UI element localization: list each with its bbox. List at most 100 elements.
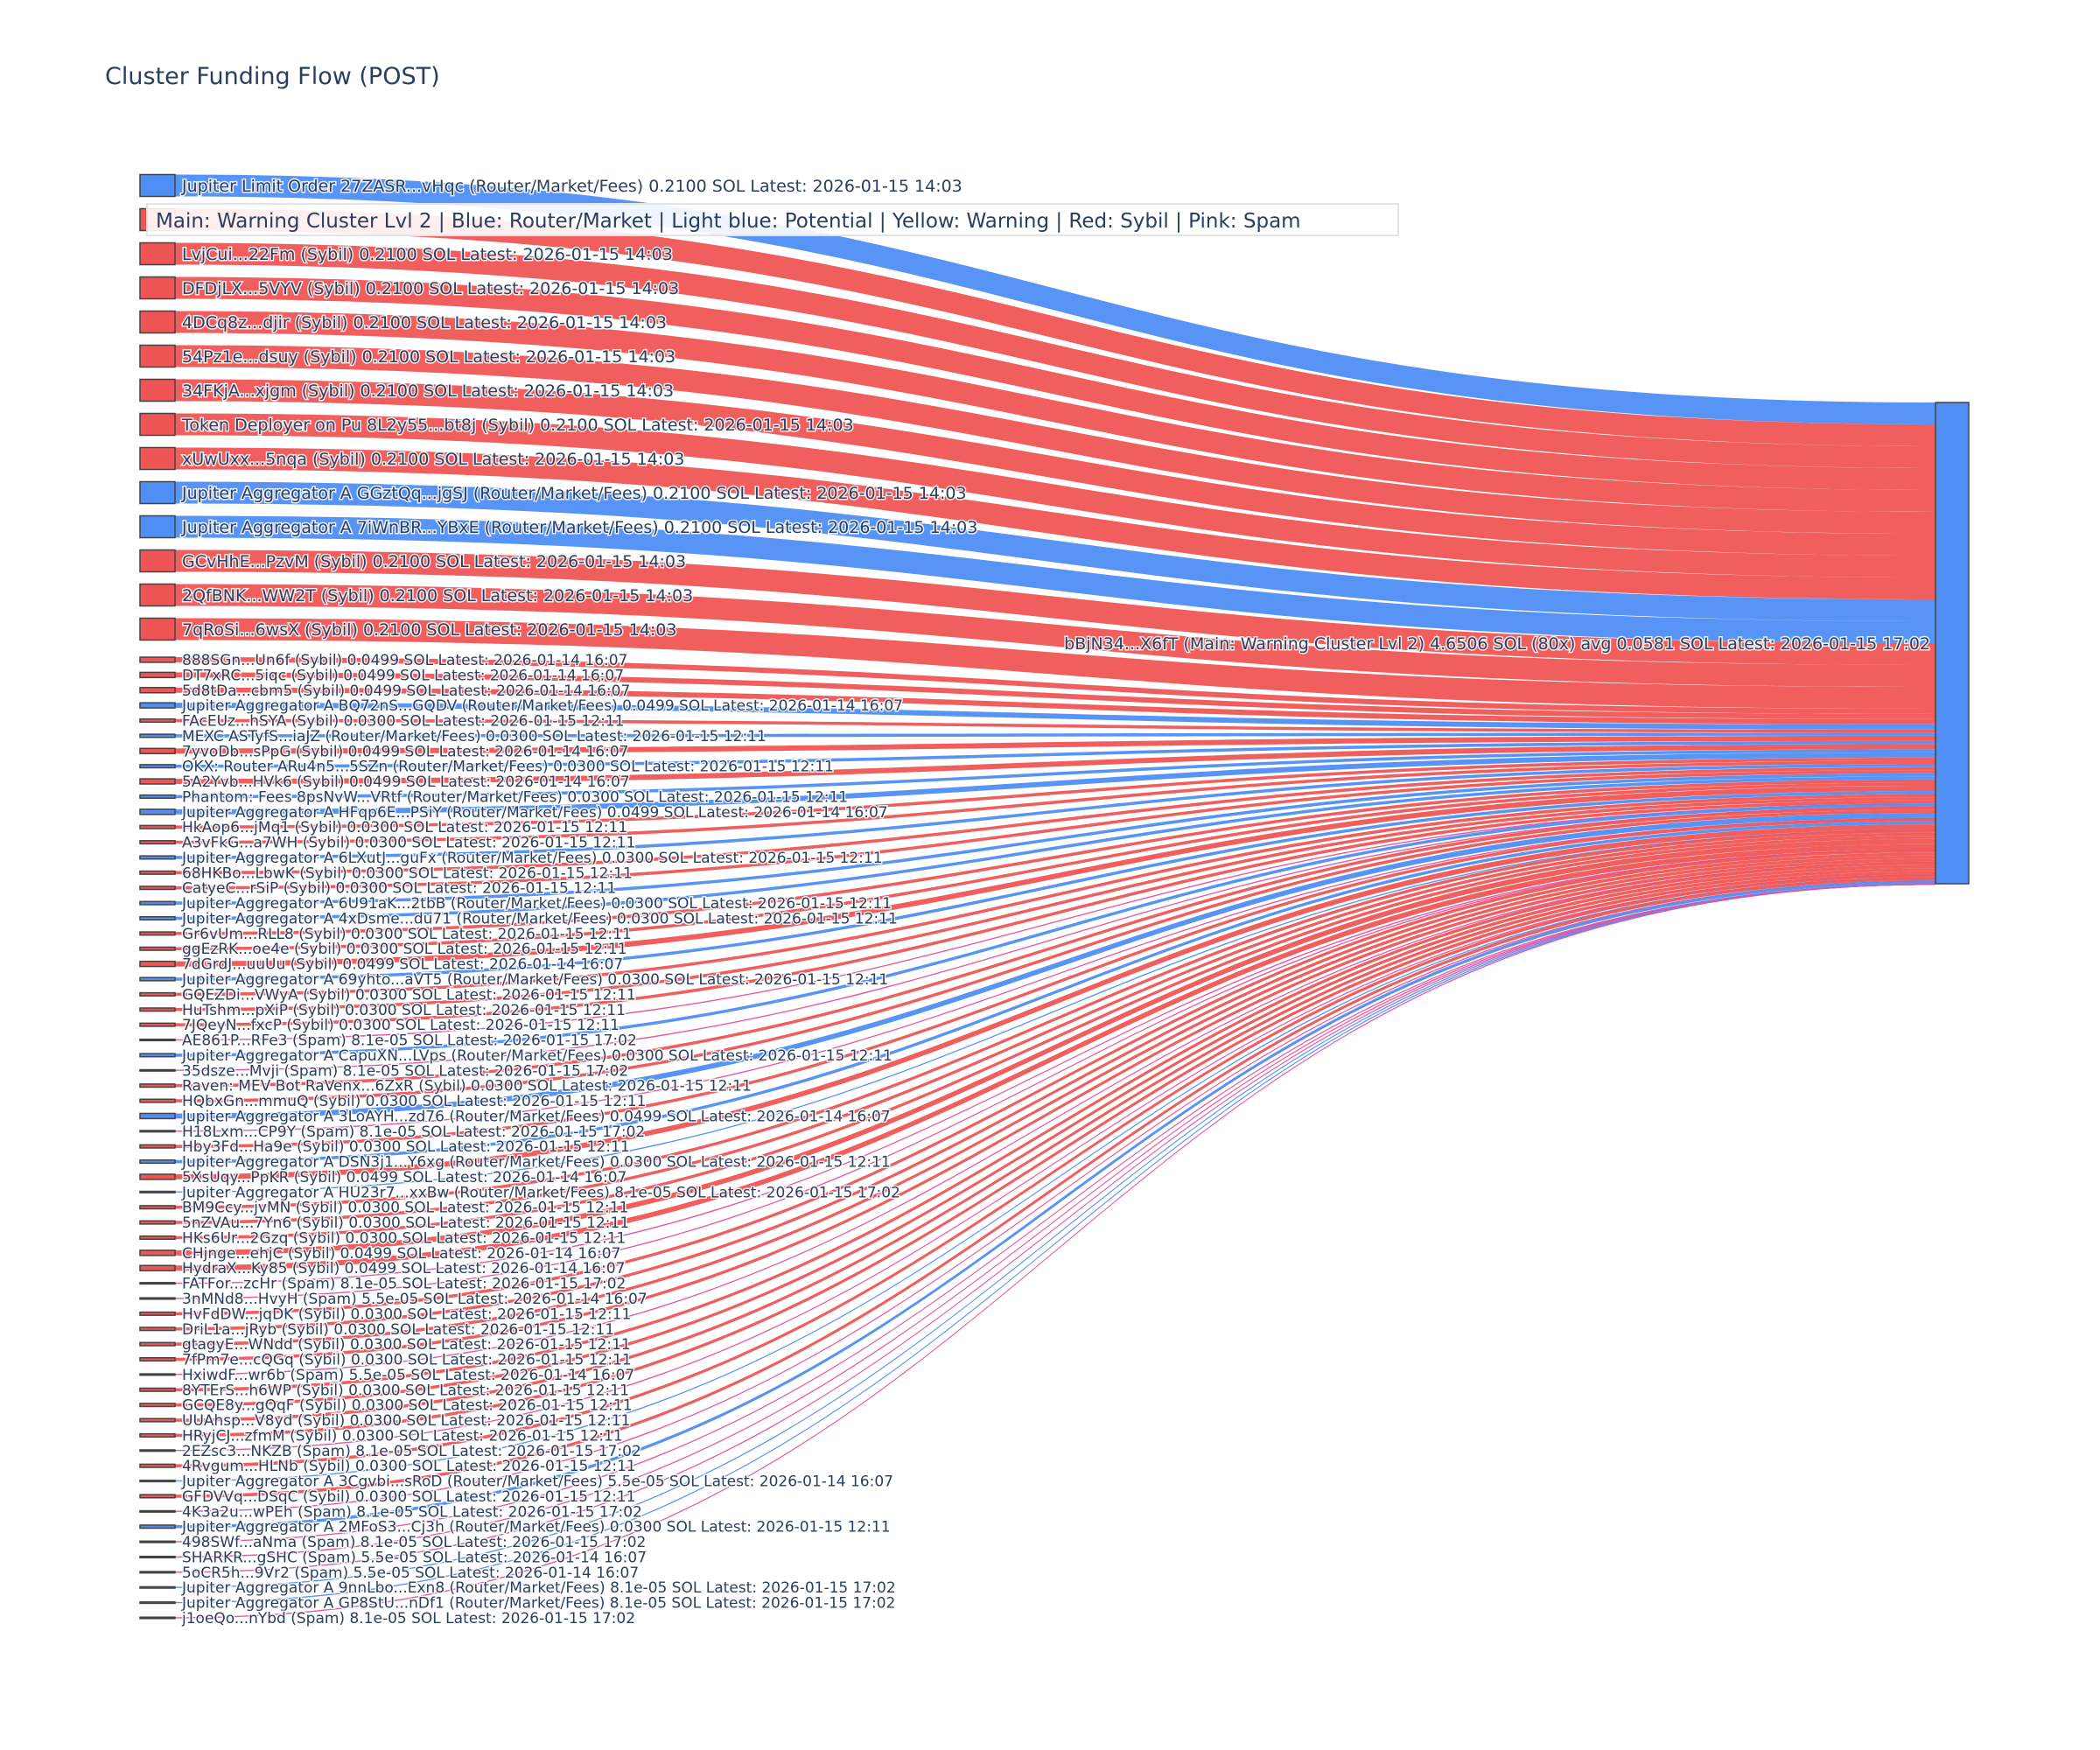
source-node[interactable] [139,1586,176,1589]
source-node[interactable] [139,1418,176,1423]
source-node[interactable] [139,514,176,539]
source-node[interactable] [139,1555,176,1559]
source-node[interactable] [139,870,176,875]
flow-link[interactable] [175,874,1936,1467]
flow-link[interactable] [175,782,1936,951]
flow-link[interactable] [175,800,1936,1026]
flow-link[interactable] [175,836,1936,1240]
flow-link[interactable] [175,773,1936,905]
flow-link[interactable] [175,760,1936,844]
source-node[interactable] [139,702,176,709]
source-node[interactable] [139,931,176,936]
source-node[interactable] [139,480,176,505]
source-node[interactable] [139,840,176,845]
source-node[interactable] [139,378,176,402]
flow-link[interactable] [175,883,1936,1588]
source-node[interactable] [139,1387,176,1392]
source-node[interactable] [139,991,176,997]
source-node[interactable] [139,1264,176,1271]
flow-link[interactable] [175,735,1936,754]
source-node[interactable] [139,1463,176,1468]
flow-link[interactable] [175,844,1936,1271]
flow-link[interactable] [175,752,1936,815]
flow-link[interactable] [175,618,1936,710]
source-node[interactable] [139,1311,176,1316]
flow-link[interactable] [175,481,1936,622]
flow-link[interactable] [175,657,1936,714]
source-node[interactable] [139,1159,176,1165]
source-node[interactable] [139,549,176,573]
flow-link[interactable] [175,703,1936,730]
flow-link[interactable] [175,786,1936,967]
source-node[interactable] [139,886,176,891]
source-node[interactable] [139,656,176,663]
source-node[interactable] [139,310,176,334]
source-node[interactable] [139,1083,176,1088]
flow-link[interactable] [175,849,1936,1299]
source-node[interactable] [139,1022,176,1027]
flow-link[interactable] [175,779,1936,935]
source-node[interactable] [139,1480,176,1483]
source-node[interactable] [139,1282,176,1285]
source-node[interactable] [139,583,176,607]
flow-link[interactable] [175,861,1936,1376]
flow-link[interactable] [175,790,1936,981]
source-node[interactable] [139,1205,176,1210]
source-node[interactable] [139,1432,176,1438]
source-node[interactable] [139,808,176,816]
flow-link[interactable] [175,849,1936,1284]
source-node[interactable] [139,1130,176,1133]
flow-link[interactable] [175,447,1936,600]
source-node[interactable] [139,671,176,679]
flow-link[interactable] [175,803,1936,1057]
source-node[interactable] [139,794,176,799]
flow-link[interactable] [175,208,1936,447]
source-node[interactable] [139,1250,176,1256]
source-node[interactable] [139,1112,176,1120]
flow-link[interactable] [175,776,1936,920]
flow-link[interactable] [175,883,1936,1558]
flow-link[interactable] [175,852,1936,1331]
flow-link[interactable] [175,832,1936,1224]
flow-link[interactable] [175,858,1936,1362]
flow-link[interactable] [175,877,1936,1482]
source-node[interactable] [139,1449,176,1452]
source-node[interactable] [139,976,176,982]
flow-link[interactable] [175,824,1936,1180]
flow-link[interactable] [175,550,1936,666]
source-node[interactable] [139,1571,176,1574]
flow-link[interactable] [175,855,1936,1346]
source-node[interactable] [139,1403,176,1408]
flow-link[interactable] [175,766,1936,875]
flow-link[interactable] [175,883,1936,1543]
source-node[interactable] [139,446,176,471]
source-node[interactable] [139,1524,176,1530]
source-node[interactable] [139,960,176,968]
flow-link[interactable] [175,880,1936,1512]
source-node[interactable] [139,1540,176,1544]
source-node[interactable] [139,1297,176,1300]
source-node[interactable] [139,687,176,694]
flow-link[interactable] [175,345,1936,535]
flow-link[interactable] [175,718,1936,733]
flow-link[interactable] [175,242,1936,469]
flow-link[interactable] [175,883,1936,1619]
flow-link[interactable] [175,877,1936,1498]
flow-link[interactable] [175,672,1936,719]
source-node[interactable] [139,1601,176,1605]
flow-link[interactable] [175,764,1936,859]
source-node[interactable] [139,1509,176,1513]
flow-link[interactable] [175,830,1936,1209]
flow-link[interactable] [175,864,1936,1407]
flow-link[interactable] [175,806,1936,1071]
flow-link[interactable] [175,413,1936,578]
source-node[interactable] [139,946,176,951]
source-node[interactable] [139,718,176,724]
flow-link[interactable] [175,744,1936,785]
source-node[interactable] [139,1053,176,1058]
flow-link[interactable] [175,749,1936,799]
flow-link[interactable] [175,797,1936,1012]
source-node[interactable] [139,915,176,921]
flow-link[interactable] [175,809,1936,1102]
flow-link[interactable] [175,838,1936,1256]
